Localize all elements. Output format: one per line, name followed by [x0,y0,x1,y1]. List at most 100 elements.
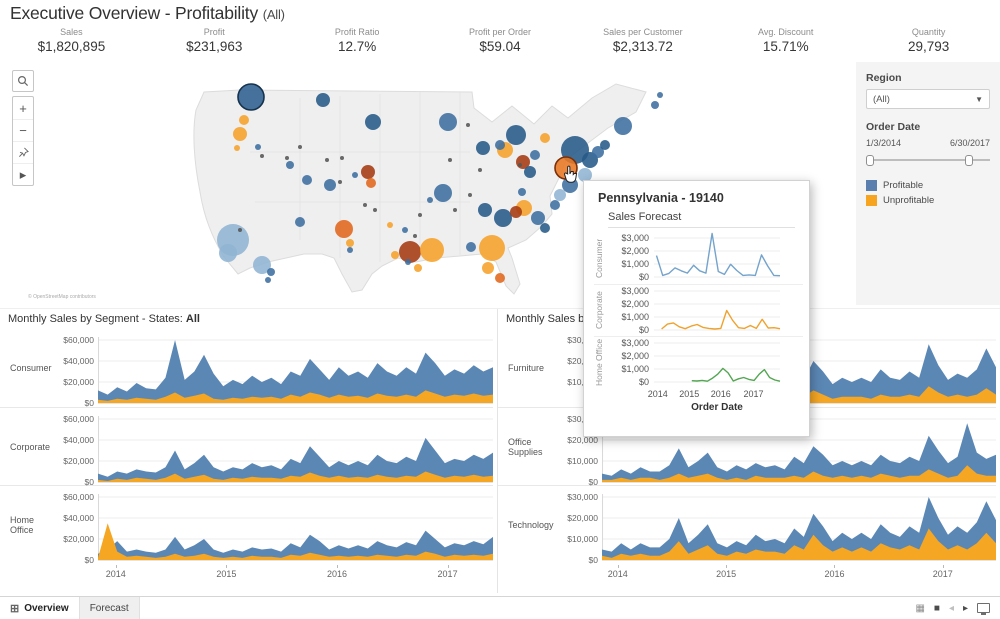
next-arrow-icon[interactable]: ▸ [962,602,968,614]
map-bubble[interactable] [494,209,512,227]
map-bubble[interactable] [361,165,375,179]
map-bubble[interactable] [346,239,354,247]
slider-track[interactable] [866,159,990,161]
map-bubble[interactable] [316,93,330,107]
region-dropdown[interactable]: (All) ▼ [866,89,990,109]
area-chart[interactable] [98,329,493,407]
legend-item-profitable[interactable]: Profitable [866,180,990,191]
map-bubble[interactable] [365,114,381,130]
map-bubble[interactable] [239,115,249,125]
tab-overview[interactable]: ⊞ Overview [0,597,79,619]
page-title-suffix: (All) [262,7,285,22]
tab-forecast[interactable]: Forecast [78,597,140,619]
map-bubble[interactable] [352,172,358,178]
map-bubble[interactable] [453,208,457,212]
map-bubble[interactable] [298,145,302,149]
presentation-mode-icon[interactable] [977,603,990,615]
area-chart[interactable] [98,486,493,564]
map-bubble[interactable] [399,241,421,263]
map-bubble[interactable] [482,262,494,274]
date-range-slider[interactable] [866,154,990,166]
map-bubble[interactable] [363,203,367,207]
map-bubble[interactable] [302,175,312,185]
map-bubble[interactable] [402,227,408,233]
map-bubble[interactable] [530,150,540,160]
map-bubble[interactable] [427,197,433,203]
map-bubble[interactable] [550,200,560,210]
map-bubble[interactable] [391,251,399,259]
zoom-out-button[interactable]: − [13,119,33,141]
map-bubble[interactable] [524,166,536,178]
map-bubble[interactable] [439,113,457,131]
map-bubble[interactable] [434,184,452,202]
map-bubble[interactable] [468,193,472,197]
map-bubble[interactable] [531,211,545,225]
map-bubble[interactable] [219,244,237,262]
map-bubble[interactable] [335,220,353,238]
map-bubble[interactable] [340,156,344,160]
map-bubble[interactable] [324,179,336,191]
map-bubble[interactable] [413,234,417,238]
map-bubble[interactable] [478,203,492,217]
map-bubble[interactable] [265,277,271,283]
map-bubble[interactable] [478,168,482,172]
slider-handle-start[interactable] [866,155,874,166]
map-bubble[interactable] [600,140,610,150]
map-bubble[interactable] [234,145,240,151]
map-bubble[interactable] [285,156,289,160]
map-bubble[interactable] [405,259,411,265]
map-bubble[interactable] [253,256,271,274]
map-bubble[interactable] [387,222,393,228]
zoom-in-button[interactable]: + [19,100,27,116]
map-bubble[interactable] [506,125,526,145]
map-bubble[interactable] [366,178,376,188]
map-bubble[interactable] [338,180,342,184]
map-tools-expand-button[interactable]: ▸ [13,163,33,185]
map-bubble[interactable] [414,264,422,272]
map-bubble[interactable] [614,117,632,135]
pin-button[interactable] [13,141,33,163]
map-bubble[interactable] [295,217,305,227]
map-bubble[interactable] [466,123,470,127]
kpi-label: Profit per Order [468,27,532,37]
area-chart[interactable] [98,408,493,486]
y-tick: $20,000 [567,435,598,445]
map-bubble[interactable] [347,247,353,253]
map-bubble[interactable] [233,127,247,141]
map-bubble[interactable] [466,242,476,252]
filmstrip-icon[interactable]: ▦ [915,602,925,614]
map-bubble[interactable] [479,235,505,261]
map-bubble[interactable] [657,92,663,98]
legend-item-unprofitable[interactable]: Unprofitable [866,195,990,206]
map-bubble[interactable] [518,163,522,167]
map-bubble[interactable] [267,268,275,276]
map-bubble[interactable] [554,189,566,201]
map-bubble[interactable] [510,206,522,218]
map-search-button[interactable] [12,70,34,92]
map-bubble[interactable] [651,101,659,109]
map-bubble[interactable] [592,146,604,158]
map-bubble[interactable] [260,154,264,158]
map-bubble[interactable] [237,83,265,111]
map-bubble[interactable] [495,140,505,150]
map-bubble[interactable] [255,144,261,150]
map-bubble[interactable] [448,158,452,162]
map-bubble[interactable] [325,158,329,162]
tooltip-x-tick: 2017 [743,389,764,399]
map-bubble[interactable] [238,228,242,232]
map-bubble[interactable] [495,273,505,283]
stop-icon[interactable]: ■ [933,602,940,614]
area-chart[interactable] [602,486,996,564]
map-bubble[interactable] [286,161,294,169]
map-bubble[interactable] [476,141,490,155]
map-bubble[interactable] [373,208,377,212]
map-bubble[interactable] [518,188,526,196]
map-bubble[interactable] [540,133,550,143]
page-title-text: Executive Overview - Profitability [10,3,259,23]
map-bubble[interactable] [540,223,550,233]
map-bubble[interactable] [578,168,592,182]
map-bubble[interactable] [418,213,422,217]
map-bubble[interactable] [420,238,444,262]
prev-arrow-icon[interactable]: ◂ [948,602,954,614]
slider-handle-end[interactable] [965,155,974,166]
